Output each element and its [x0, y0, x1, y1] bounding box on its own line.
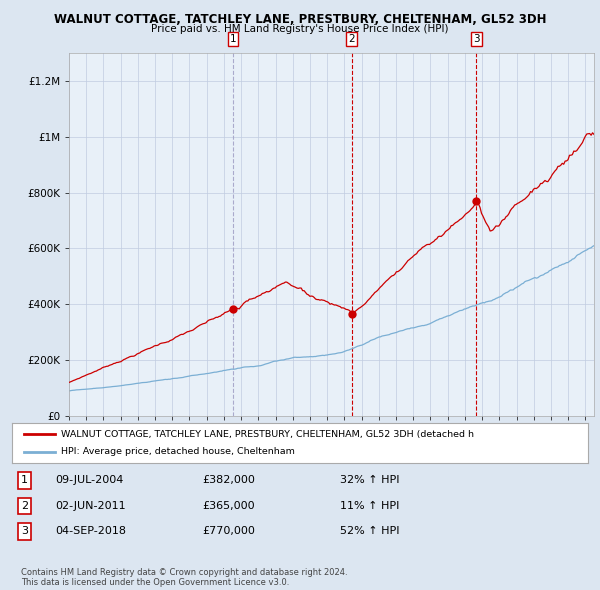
Text: £365,000: £365,000	[202, 501, 255, 511]
Text: 3: 3	[21, 526, 28, 536]
Text: 1: 1	[21, 476, 28, 486]
Text: £382,000: £382,000	[202, 476, 255, 486]
Text: 11% ↑ HPI: 11% ↑ HPI	[340, 501, 400, 511]
Text: 1: 1	[230, 34, 236, 44]
Text: 2: 2	[349, 34, 355, 44]
Text: 3: 3	[473, 34, 480, 44]
Text: 09-JUL-2004: 09-JUL-2004	[55, 476, 124, 486]
Text: 2: 2	[21, 501, 28, 511]
Text: £770,000: £770,000	[202, 526, 255, 536]
Text: Contains HM Land Registry data © Crown copyright and database right 2024.
This d: Contains HM Land Registry data © Crown c…	[21, 568, 347, 587]
Text: Price paid vs. HM Land Registry's House Price Index (HPI): Price paid vs. HM Land Registry's House …	[151, 24, 449, 34]
Text: 52% ↑ HPI: 52% ↑ HPI	[340, 526, 400, 536]
Text: 02-JUN-2011: 02-JUN-2011	[55, 501, 126, 511]
Text: 04-SEP-2018: 04-SEP-2018	[55, 526, 126, 536]
Text: 32% ↑ HPI: 32% ↑ HPI	[340, 476, 400, 486]
Text: WALNUT COTTAGE, TATCHLEY LANE, PRESTBURY, CHELTENHAM, GL52 3DH: WALNUT COTTAGE, TATCHLEY LANE, PRESTBURY…	[54, 13, 546, 26]
Text: WALNUT COTTAGE, TATCHLEY LANE, PRESTBURY, CHELTENHAM, GL52 3DH (detached h: WALNUT COTTAGE, TATCHLEY LANE, PRESTBURY…	[61, 430, 474, 439]
Text: HPI: Average price, detached house, Cheltenham: HPI: Average price, detached house, Chel…	[61, 447, 295, 457]
